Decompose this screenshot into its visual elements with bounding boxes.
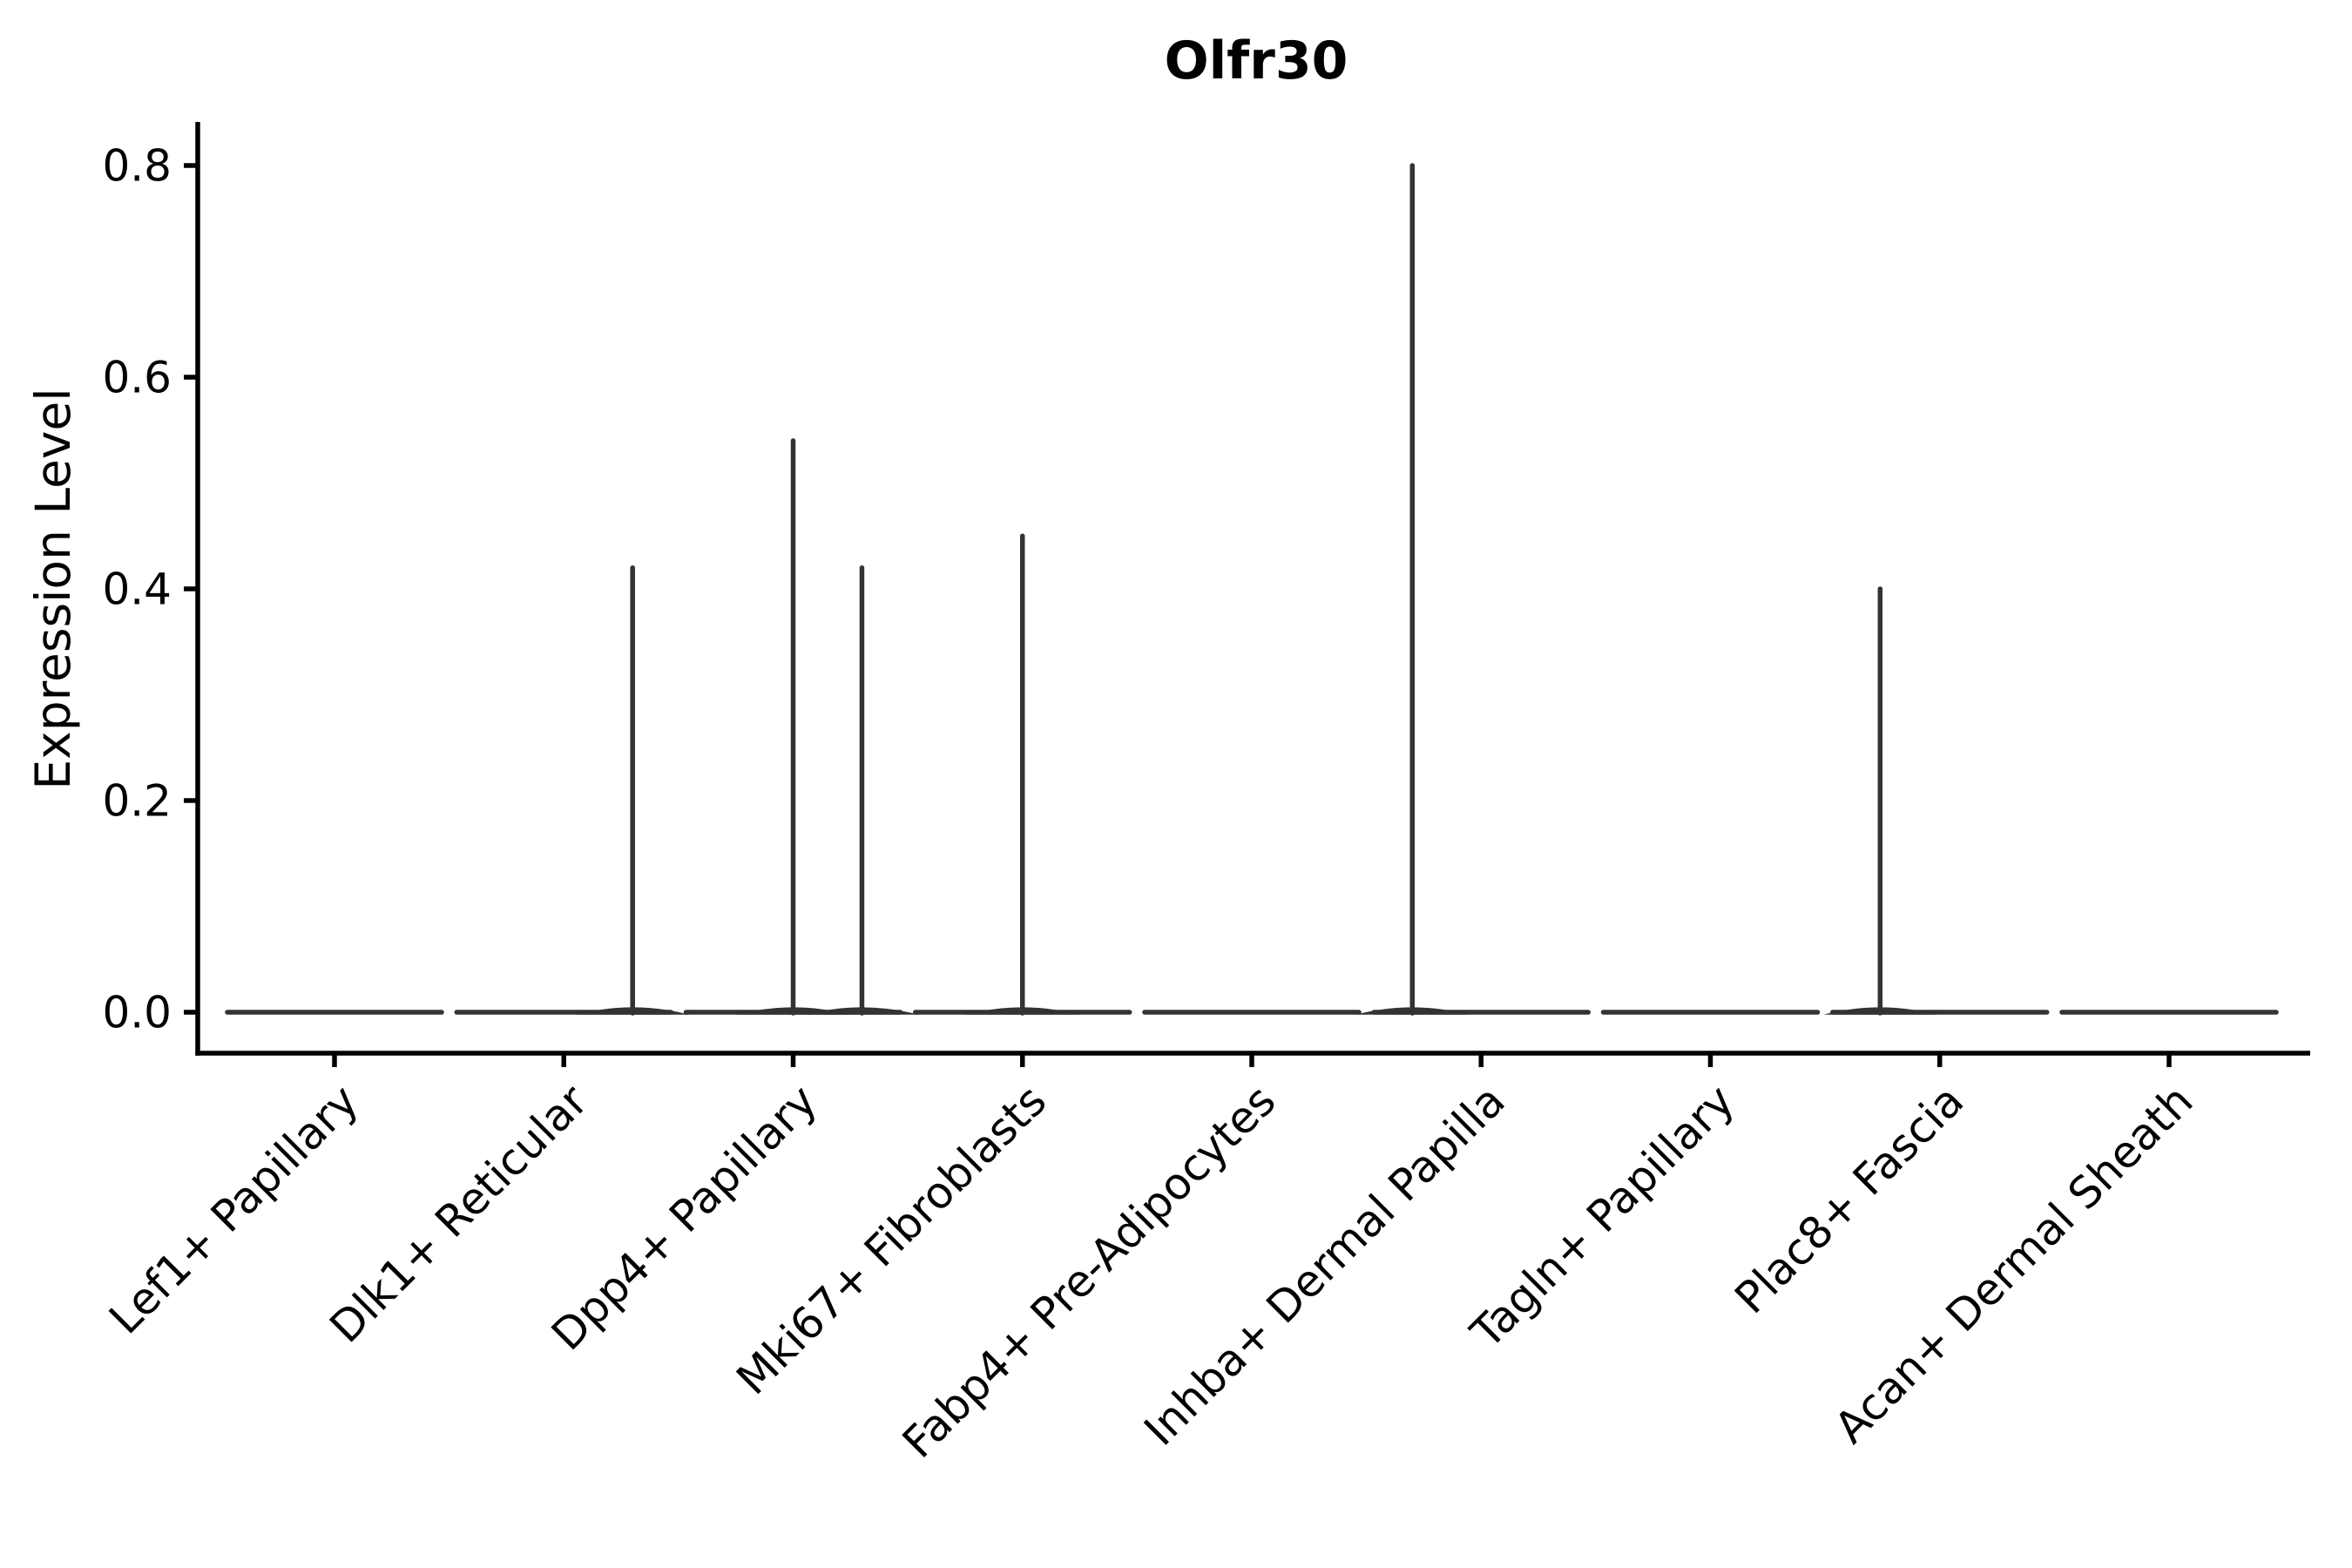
y-tick-label: 0.8: [102, 141, 172, 192]
y-tick-label: 0.0: [102, 988, 172, 1038]
y-axis-label: Expression Level: [25, 388, 81, 789]
x-tick-label: Plac8+ Fascia: [1726, 1075, 1974, 1323]
x-tick-label: Lef1+ Papillary: [99, 1075, 368, 1343]
chart-title: Olfr30: [1165, 30, 1348, 91]
y-tick-label: 0.4: [102, 564, 172, 615]
y-tick-label: 0.6: [102, 353, 172, 403]
x-tick-label: Fabp4+ Pre-Adipocytes: [893, 1075, 1286, 1468]
y-tick-label: 0.2: [102, 776, 172, 827]
